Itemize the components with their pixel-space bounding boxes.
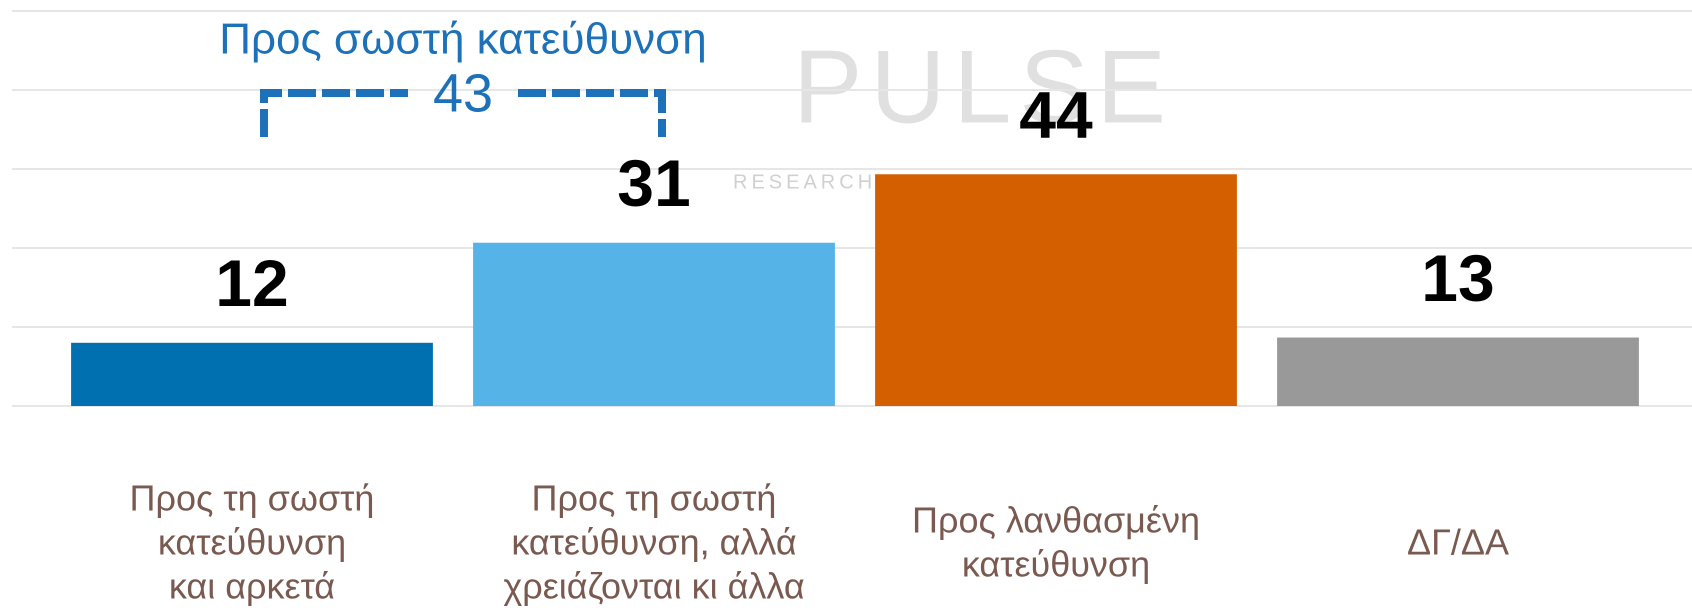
value-label: 44	[1019, 78, 1093, 152]
x-tick-label: Προς τη σωστή	[532, 478, 777, 519]
bar	[875, 174, 1237, 406]
bracket-label: Προς σωστή κατεύθυνση	[219, 15, 707, 64]
bracket	[260, 89, 666, 137]
x-tick-label: και αρκετά	[169, 566, 335, 607]
x-tick-label: κατεύθυνση	[158, 522, 346, 563]
x-tick-label: Προς λανθασμένη	[912, 500, 1200, 541]
x-tick-label: κατεύθυνση, αλλά	[511, 522, 796, 563]
watermark-title: PULSE	[793, 29, 1174, 145]
bracket-value: 43	[433, 63, 493, 123]
x-tick-label: χρειάζονται κι άλλα	[503, 566, 804, 607]
x-tick-label: ΔΓ/ΔΑ	[1407, 522, 1509, 563]
bar	[71, 342, 433, 406]
bar	[473, 242, 835, 406]
x-tick-label: κατεύθυνση	[962, 544, 1150, 585]
bar	[1277, 337, 1639, 406]
x-tick-label: Προς τη σωστή	[130, 478, 375, 519]
value-label: 13	[1421, 241, 1494, 315]
value-label: 31	[617, 146, 690, 220]
value-label: 12	[215, 246, 288, 320]
